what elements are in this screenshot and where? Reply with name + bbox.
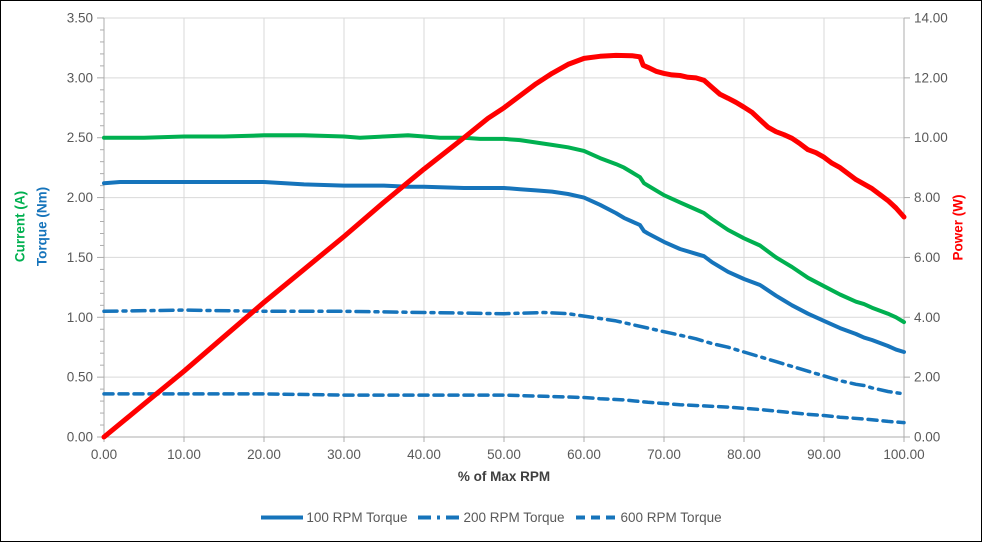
x-axis-tick-label: 100.00	[883, 447, 924, 462]
right-axis-tick-label: 14.00	[914, 11, 948, 26]
right-axis-tick-label: 12.00	[914, 70, 948, 85]
left-axis-tick-label: 3.50	[67, 11, 93, 26]
x-axis-tick-label: 50.00	[487, 447, 521, 462]
series-line-200-rpm-torque	[102, 308, 906, 396]
right-axis-tick-label: 6.00	[914, 250, 940, 265]
left-axis-tick-label: 3.00	[67, 70, 93, 85]
left-axis-tick-label: 1.50	[67, 250, 93, 265]
left-axis-tick-label: 0.00	[67, 430, 93, 445]
legend-swatch-dash-line-icon	[575, 515, 618, 519]
right-axis-tick-label: 10.00	[914, 130, 948, 145]
legend-label: 200 RPM Torque	[463, 509, 565, 525]
legend-item-200-rpm-torque: 200 RPM Torque	[417, 509, 565, 525]
legend: 100 RPM Torque 200 RPM Torque 600 RPM Torq…	[1, 505, 981, 529]
x-axis-title: % of Max RPM	[457, 469, 551, 484]
left-axis-tick-label: 0.50	[67, 370, 93, 385]
x-axis-tick-label: 40.00	[407, 447, 441, 462]
x-axis-tick-label: 0.00	[91, 447, 117, 462]
x-axis-tick-label: 20.00	[247, 447, 281, 462]
x-axis-tick-label: 90.00	[807, 447, 841, 462]
left-axis-title-current: Current (A)	[12, 190, 28, 263]
series-line-power	[101, 52, 907, 440]
x-axis-tick-label: 70.00	[647, 447, 681, 462]
right-axis-title-power: Power (W)	[950, 194, 966, 261]
left-axis-title-torque: Torque (Nm)	[34, 186, 50, 267]
left-axis-tick-label: 2.00	[67, 190, 93, 205]
x-axis-tick-label: 30.00	[327, 447, 361, 462]
x-axis-tick-label: 10.00	[167, 447, 201, 462]
legend-label: 100 RPM Torque	[306, 509, 408, 525]
right-axis-tick-label: 8.00	[914, 190, 940, 205]
series-line-100-rpm-torque	[102, 180, 906, 354]
legend-item-600-rpm-torque: 600 RPM Torque	[575, 510, 722, 525]
right-axis-tick-label: 0.00	[914, 430, 940, 445]
legend-item-100-rpm-torque: 100 RPM Torque	[260, 510, 407, 525]
series-line-600-rpm-torque	[102, 392, 906, 425]
x-axis-tick-label: 80.00	[727, 447, 761, 462]
left-axis-tick-label: 1.00	[67, 310, 93, 325]
left-axis-tick-label: 2.50	[67, 130, 93, 145]
legend-swatch-dash_dot-line-icon	[418, 515, 461, 519]
right-axis-tick-label: 4.00	[914, 310, 940, 325]
series-line-current	[102, 133, 906, 325]
x-axis-tick-label: 60.00	[567, 447, 601, 462]
right-axis-tick-label: 2.00	[914, 370, 940, 385]
legend-swatch-solid-line-icon	[261, 515, 304, 519]
plot-area: 0.00 0.50 1.00 1.50 2.00 2.50 3.00 3.50 0.00 2.00…	[67, 11, 948, 463]
legend-label: 600 RPM Torque	[620, 509, 722, 525]
